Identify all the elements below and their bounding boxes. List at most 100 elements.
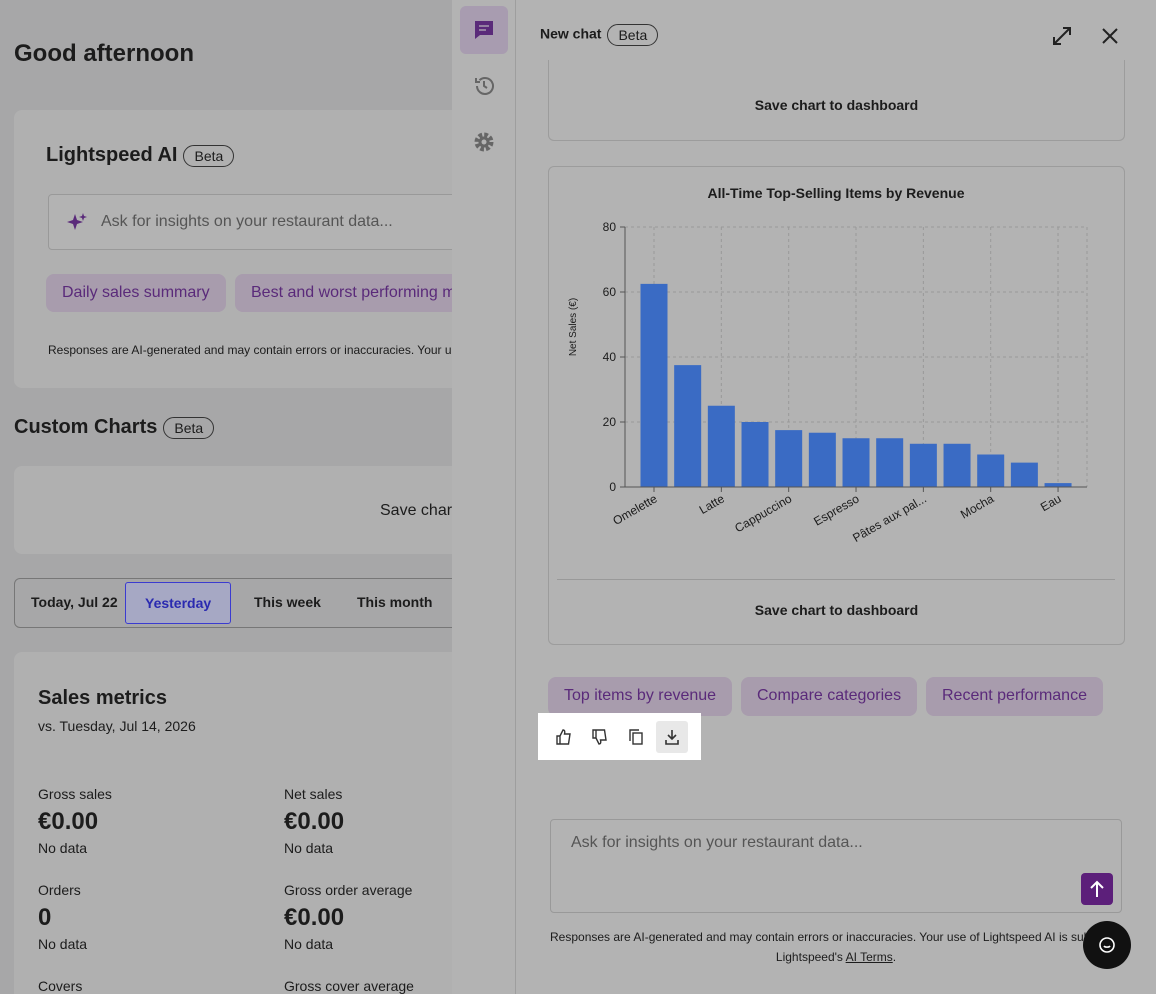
metric-note: No data xyxy=(284,840,334,856)
metric-note: No data xyxy=(284,936,334,952)
terms-suffix: . xyxy=(892,950,897,964)
bar xyxy=(674,365,702,487)
metric-label: Gross cover average xyxy=(284,978,414,994)
y-tick-label: 0 xyxy=(609,480,616,494)
chat-tab[interactable] xyxy=(460,6,508,54)
sidebar xyxy=(452,0,516,994)
suggestion-chip[interactable]: Daily sales summary xyxy=(46,274,226,312)
panel-title: New chat xyxy=(540,25,602,42)
date-tab[interactable]: This month xyxy=(357,594,433,610)
y-tick-label: 40 xyxy=(603,350,617,364)
dashboard: Good afternoon Lightspeed AI Beta Ask for… xyxy=(0,0,452,994)
badge: Beta xyxy=(183,144,235,167)
close-button[interactable] xyxy=(1094,20,1126,52)
metric-value: €0.00 xyxy=(284,808,345,835)
y-tick-label: 80 xyxy=(603,220,617,234)
metric-note: No data xyxy=(38,840,88,856)
placeholder: Ask for insights on your restaurant data… xyxy=(571,834,863,851)
metric: Covers xyxy=(38,978,268,994)
metric-label: Orders xyxy=(38,882,81,898)
suggestion-chip[interactable]: Compare categories xyxy=(741,677,918,716)
bar xyxy=(741,422,769,487)
y-axis-label: Net Sales (€) xyxy=(568,298,579,356)
metric-value: €0.00 xyxy=(284,904,345,931)
date-tabs: Today, Jul 22 Yesterday This week This mont… xyxy=(14,578,452,628)
ai-title: Lightspeed AI xyxy=(46,144,178,166)
bar xyxy=(943,443,971,487)
y-tick-label: 20 xyxy=(603,415,617,429)
custom-chart-card: Save chart to dashboard xyxy=(14,466,452,554)
suggestion-chip[interactable]: Top items by revenue xyxy=(548,677,733,716)
chat-input[interactable]: Ask for insights on your restaurant data… xyxy=(550,819,1122,913)
x-tick-label: Latte xyxy=(697,491,727,517)
thumbs-down[interactable] xyxy=(584,721,616,753)
metric-label: Net sales xyxy=(284,786,343,802)
message-actions xyxy=(538,713,701,760)
chat-panel: New chat Beta Save chart to dashboard Sav… xyxy=(452,0,1156,994)
bar xyxy=(977,454,1005,487)
metric-label: Covers xyxy=(38,978,83,994)
bar xyxy=(876,438,904,487)
download[interactable] xyxy=(656,721,688,753)
suggestion-chip[interactable]: Best and worst performing menu items xyxy=(235,274,452,312)
bar xyxy=(808,432,836,487)
x-tick-label: Eau xyxy=(1038,491,1063,514)
y-tick-label: 60 xyxy=(603,285,617,299)
greeting: Good afternoon xyxy=(14,40,194,67)
date-tab[interactable]: This week xyxy=(254,594,321,610)
metric: Gross order average €0.00 No data xyxy=(284,882,452,952)
bar xyxy=(707,405,735,487)
bar xyxy=(1010,462,1038,487)
badge: Beta xyxy=(163,416,215,439)
disclaimer-text: Responses are AI-generated and may conta… xyxy=(550,930,1122,944)
section-title: Custom Charts xyxy=(14,416,158,438)
metrics-subtitle: vs. Tuesday, Jul 14, 2026 xyxy=(38,718,196,734)
expand-button[interactable] xyxy=(1046,20,1078,52)
copy[interactable] xyxy=(620,721,652,753)
metric-label: Gross sales xyxy=(38,786,112,802)
metric: Gross cover average xyxy=(284,978,452,994)
save-button[interactable]: Save chart to dashboard xyxy=(754,602,919,618)
send-button[interactable] xyxy=(1081,873,1113,905)
chart-title: All-Time Top-Selling Items by Revenue xyxy=(708,185,965,201)
bar xyxy=(775,430,803,487)
suggestion-chip[interactable]: Recent performance xyxy=(926,677,1103,716)
settings-tab[interactable] xyxy=(468,126,500,158)
x-tick-label: Pâtes aux pal... xyxy=(850,491,929,544)
metric: Net sales €0.00 No data xyxy=(284,786,452,856)
disclaimer: Responses are AI-generated and may conta… xyxy=(48,343,452,357)
metric: Orders 0 No data xyxy=(38,882,268,952)
terms-prefix: Lightspeed's xyxy=(775,950,843,964)
terms-link[interactable]: AI Terms xyxy=(845,950,893,964)
thumbs-up[interactable] xyxy=(548,721,580,753)
x-tick-label: Espresso xyxy=(811,491,862,528)
sparkle-icon xyxy=(67,213,87,230)
metrics-title: Sales metrics xyxy=(38,687,167,709)
chart-card: Save chart to dashboard xyxy=(548,166,1125,645)
ai-card: Lightspeed AI Beta Ask for insights on yo… xyxy=(14,110,452,388)
bar xyxy=(842,438,870,487)
bar xyxy=(640,283,668,487)
x-tick-label: Mocha xyxy=(958,491,996,521)
save-button[interactable]: Save chart to dashboard xyxy=(754,97,919,113)
metric: Gross sales €0.00 No data xyxy=(38,786,268,856)
metric-note: No data xyxy=(38,936,88,952)
date-tab[interactable]: Today, Jul 22 xyxy=(31,594,118,610)
metric-value: 0 xyxy=(38,904,52,931)
metric-value: €0.00 xyxy=(38,808,99,835)
disclaimer: Responses are AI-generated and may conta… xyxy=(550,927,1122,969)
ai-input[interactable]: Ask for insights on your restaurant data… xyxy=(48,194,452,250)
x-tick-label: Cappuccino xyxy=(732,491,794,535)
chart-card: Save chart to dashboard xyxy=(548,60,1125,141)
bar xyxy=(1044,483,1072,487)
badge: Beta xyxy=(607,24,659,46)
metric-label: Gross order average xyxy=(284,882,413,898)
history-tab[interactable] xyxy=(468,70,500,102)
date-tab[interactable]: Yesterday xyxy=(125,582,232,624)
x-tick-label: Omelette xyxy=(610,491,659,528)
save-button[interactable]: Save chart to dashboard xyxy=(380,502,452,519)
help-button[interactable] xyxy=(1083,921,1131,969)
sales-metrics-card: Sales metrics vs. Tuesday, Jul 14, 2026 … xyxy=(14,652,452,994)
